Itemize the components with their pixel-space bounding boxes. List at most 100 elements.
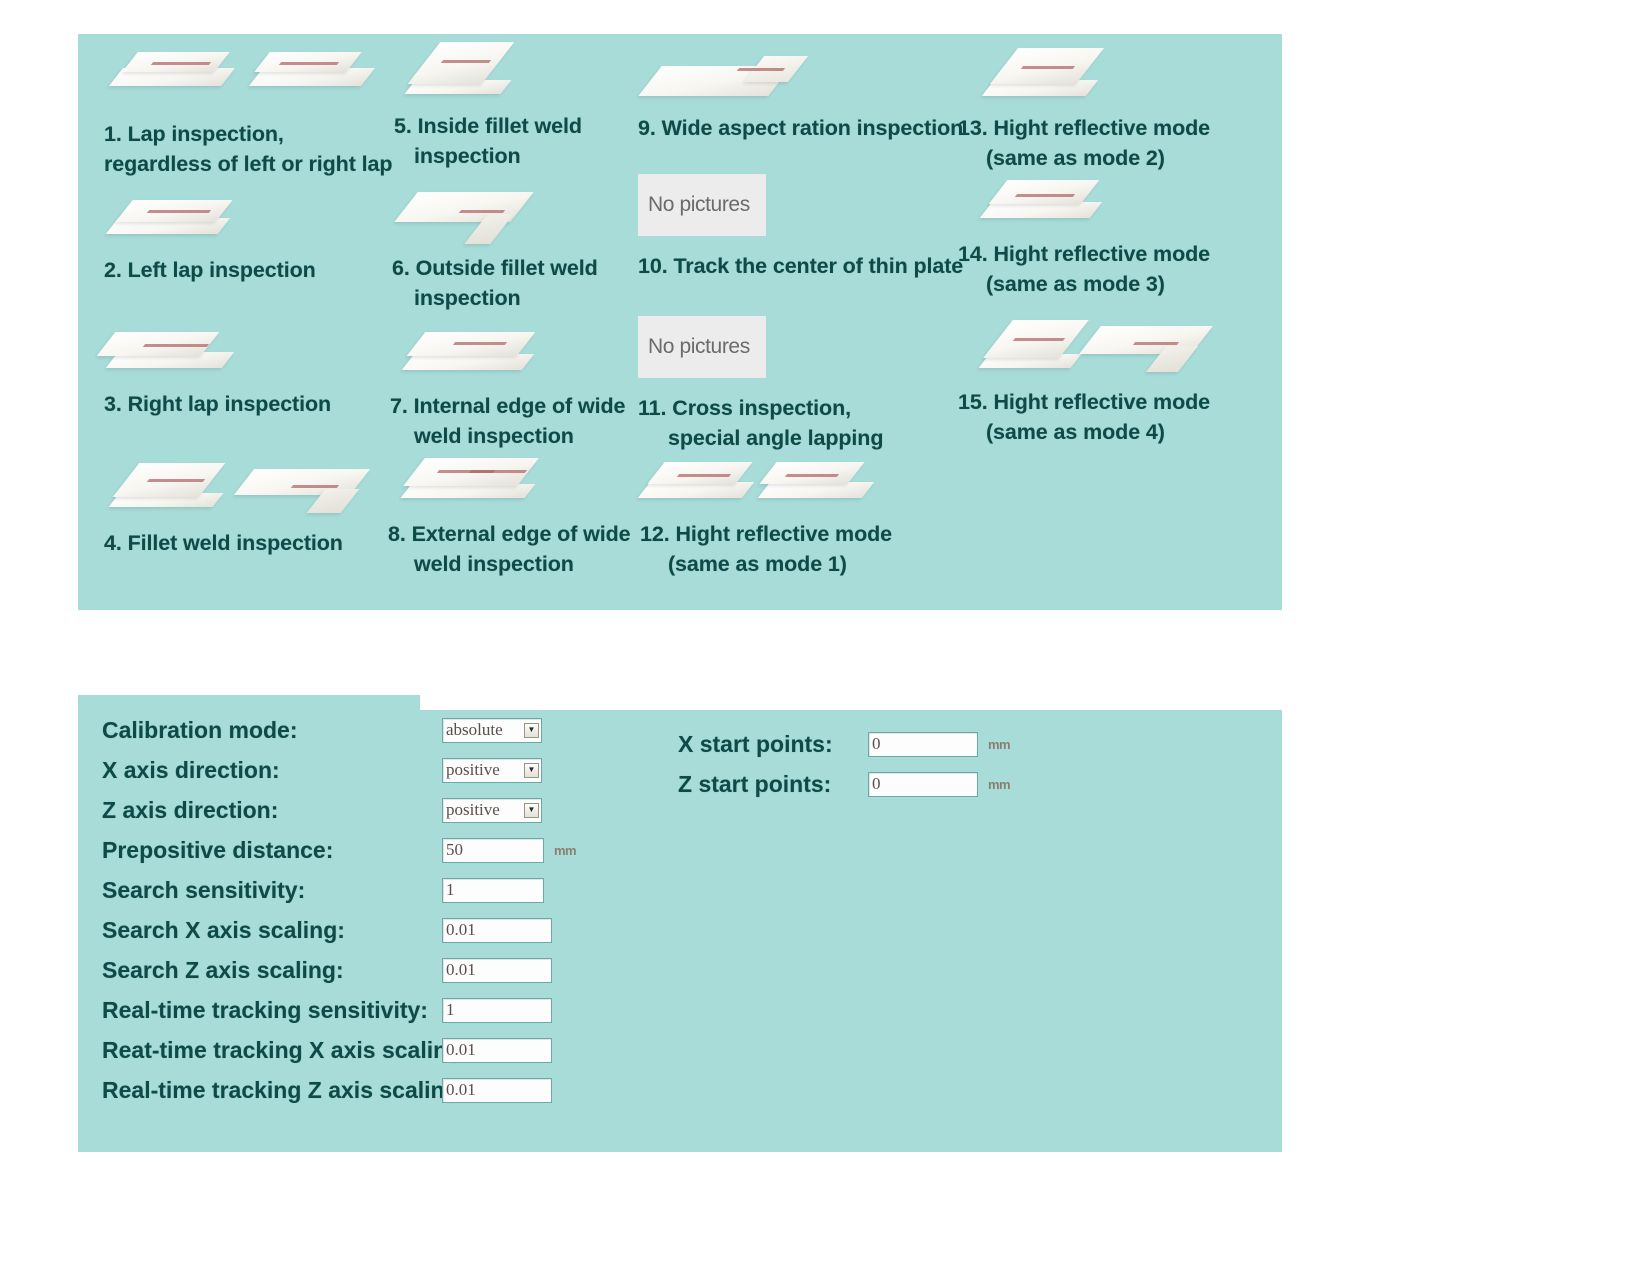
mode-item-11: No pictures 11. Cross inspection, specia… bbox=[638, 316, 968, 453]
field-row-x-axis-direction: X axis direction: positive ▼ bbox=[102, 750, 576, 790]
mode-5-caption-line1: 5. Inside fillet weld bbox=[394, 114, 582, 138]
field-row-search-z-axis-scaling: Search Z axis scaling: 0.01 bbox=[102, 950, 576, 990]
mode-15-caption-line2: (same as mode 4) bbox=[986, 419, 1165, 444]
input-z-start-points[interactable]: 0 bbox=[868, 771, 978, 797]
input-search-x-axis-scaling[interactable]: 0.01 bbox=[442, 917, 552, 943]
label-search-sensitivity: Search sensitivity: bbox=[102, 876, 306, 903]
mode-7-caption-line1: 7. Internal edge of wide bbox=[390, 394, 626, 418]
field-row-prepositive-distance: Prepositive distance: 50 mm bbox=[102, 830, 577, 870]
mode-8-caption-line2: weld inspection bbox=[414, 551, 574, 576]
mode-8-caption-line1: 8. External edge of wide bbox=[388, 522, 631, 546]
field-row-search-sensitivity: Search sensitivity: 1 bbox=[102, 870, 576, 910]
mode-item-9: 9. Wide aspect ration inspection bbox=[638, 48, 968, 144]
settings-right-column: X start points: 0 mm Z start points: 0 m… bbox=[678, 724, 1011, 804]
label-search-z-axis-scaling: Search Z axis scaling: bbox=[102, 956, 344, 983]
mode-10-no-pictures-placeholder: No pictures bbox=[638, 174, 766, 236]
input-search-sensitivity[interactable]: 1 bbox=[442, 877, 544, 903]
label-z-start-points: Z start points: bbox=[678, 770, 832, 797]
mode-15-illustration bbox=[958, 316, 1258, 388]
mode-item-3: 3. Right lap inspection bbox=[96, 324, 394, 420]
mode-13-caption-line1: 13. Hight reflective mode bbox=[958, 116, 1210, 140]
select-x-axis-direction[interactable]: positive ▼ bbox=[442, 757, 542, 783]
field-row-realtime-tracking-x-axis-scaling: Reat-time tracking X axis scaling: 0.01 bbox=[102, 1030, 576, 1070]
mode-item-15: 15. Hight reflective mode (same as mode … bbox=[958, 316, 1258, 447]
select-x-axis-direction-value: positive bbox=[446, 760, 500, 779]
label-z-axis-direction: Z axis direction: bbox=[102, 796, 279, 823]
mode-12-caption-line1: 12. Hight reflective mode bbox=[640, 522, 892, 546]
mode-11-caption-line1: 11. Cross inspection, bbox=[638, 396, 851, 420]
mode-item-1: 1. Lap inspection, regardless of left or… bbox=[104, 46, 394, 179]
mode-4-caption-line1: 4. Fillet weld inspection bbox=[104, 531, 343, 555]
mode-1-caption-line2: regardless of left or right lap bbox=[104, 151, 393, 176]
label-calibration-mode: Calibration mode: bbox=[102, 716, 298, 743]
mode-item-6: 6. Outside fillet weld inspection bbox=[388, 184, 638, 313]
label-prepositive-distance: Prepositive distance: bbox=[102, 836, 334, 863]
select-calibration-mode[interactable]: absolute ▼ bbox=[442, 717, 542, 743]
unit-x-start-points: mm bbox=[988, 736, 1011, 752]
mode-item-13: 13. Hight reflective mode (same as mode … bbox=[958, 44, 1258, 173]
input-realtime-tracking-x-axis-scaling[interactable]: 0.01 bbox=[442, 1037, 552, 1063]
mode-7-illustration bbox=[388, 326, 638, 392]
mode-6-caption-line2: inspection bbox=[414, 285, 521, 310]
mode-item-14: 14. Hight reflective mode (same as mode … bbox=[958, 174, 1258, 299]
label-x-start-points: X start points: bbox=[678, 730, 833, 757]
mode-12-illustration bbox=[637, 452, 968, 520]
input-x-start-points[interactable]: 0 bbox=[868, 731, 978, 757]
calibration-settings-panel: Calibration mode: absolute ▼ X axis dire… bbox=[78, 710, 1282, 1152]
settings-left-column: Calibration mode: absolute ▼ X axis dire… bbox=[102, 710, 577, 1110]
mode-9-illustration bbox=[638, 48, 968, 114]
input-prepositive-distance[interactable]: 50 bbox=[442, 837, 544, 863]
mode-2-illustration bbox=[104, 192, 394, 256]
mode-item-8: 8. External edge of wide weld inspection bbox=[388, 452, 638, 579]
mode-15-caption-line1: 15. Hight reflective mode bbox=[958, 390, 1210, 414]
mode-7-caption-line2: weld inspection bbox=[414, 423, 574, 448]
chevron-down-icon[interactable]: ▼ bbox=[524, 722, 539, 738]
mode-5-illustration bbox=[388, 40, 638, 112]
input-realtime-tracking-z-axis-scaling[interactable]: 0.01 bbox=[442, 1077, 552, 1103]
mode-11-caption-line2: special angle lapping bbox=[668, 425, 884, 450]
mode-1-caption-line1: 1. Lap inspection, bbox=[104, 122, 284, 146]
select-calibration-mode-value: absolute bbox=[446, 720, 503, 739]
mode-9-caption-line1: 9. Wide aspect ration inspection bbox=[638, 116, 964, 140]
mode-5-caption-line2: inspection bbox=[414, 143, 521, 168]
inspection-modes-panel: 1. Lap inspection, regardless of left or… bbox=[78, 34, 1282, 610]
chevron-down-icon[interactable]: ▼ bbox=[524, 762, 539, 778]
mode-8-illustration bbox=[388, 452, 638, 520]
mode-4-illustration bbox=[104, 459, 394, 529]
mode-6-illustration bbox=[388, 184, 638, 254]
label-search-x-axis-scaling: Search X axis scaling: bbox=[102, 916, 345, 943]
unit-prepositive-distance: mm bbox=[554, 842, 577, 858]
mode-6-caption-line1: 6. Outside fillet weld bbox=[392, 256, 598, 280]
mode-13-caption-line2: (same as mode 2) bbox=[986, 145, 1165, 170]
field-row-realtime-tracking-sensitivity: Real-time tracking sensitivity: 1 bbox=[102, 990, 576, 1030]
mode-10-caption-line1: 10. Track the center of thin plate bbox=[638, 254, 964, 278]
mode-13-illustration bbox=[958, 44, 1258, 114]
label-realtime-tracking-sensitivity: Real-time tracking sensitivity: bbox=[102, 996, 428, 1023]
input-realtime-tracking-sensitivity[interactable]: 1 bbox=[442, 997, 552, 1023]
label-realtime-tracking-x-axis-scaling: Reat-time tracking X axis scaling: bbox=[102, 1036, 469, 1063]
mode-item-7: 7. Internal edge of wide weld inspection bbox=[388, 326, 638, 451]
mode-14-illustration bbox=[958, 174, 1258, 240]
mode-item-2: 2. Left lap inspection bbox=[104, 192, 394, 286]
mode-3-illustration bbox=[96, 324, 394, 390]
field-row-realtime-tracking-z-axis-scaling: Real-time tracking Z axis scaling: 0.01 bbox=[102, 1070, 576, 1110]
mode-item-12: 12. Hight reflective mode (same as mode … bbox=[637, 452, 968, 579]
unit-z-start-points: mm bbox=[988, 776, 1011, 792]
mode-11-no-pictures-placeholder: No pictures bbox=[638, 316, 766, 378]
mode-14-caption-line2: (same as mode 3) bbox=[986, 271, 1165, 296]
mode-2-caption-line1: 2. Left lap inspection bbox=[104, 258, 316, 282]
field-row-z-axis-direction: Z axis direction: positive ▼ bbox=[102, 790, 576, 830]
field-row-z-start-points: Z start points: 0 mm bbox=[678, 764, 1011, 804]
label-realtime-tracking-z-axis-scaling: Real-time tracking Z axis scaling: bbox=[102, 1076, 467, 1103]
mode-1-illustration bbox=[104, 46, 394, 120]
select-z-axis-direction[interactable]: positive ▼ bbox=[442, 797, 542, 823]
mode-14-caption-line1: 14. Hight reflective mode bbox=[958, 242, 1210, 266]
input-search-z-axis-scaling[interactable]: 0.01 bbox=[442, 957, 552, 983]
settings-panel-tab-strip bbox=[78, 695, 420, 711]
field-row-search-x-axis-scaling: Search X axis scaling: 0.01 bbox=[102, 910, 576, 950]
chevron-down-icon[interactable]: ▼ bbox=[524, 802, 539, 818]
select-z-axis-direction-value: positive bbox=[446, 800, 500, 819]
field-row-calibration-mode: Calibration mode: absolute ▼ bbox=[102, 710, 576, 750]
mode-item-4: 4. Fillet weld inspection bbox=[104, 459, 394, 559]
mode-item-10: No pictures 10. Track the center of thin… bbox=[638, 174, 968, 282]
